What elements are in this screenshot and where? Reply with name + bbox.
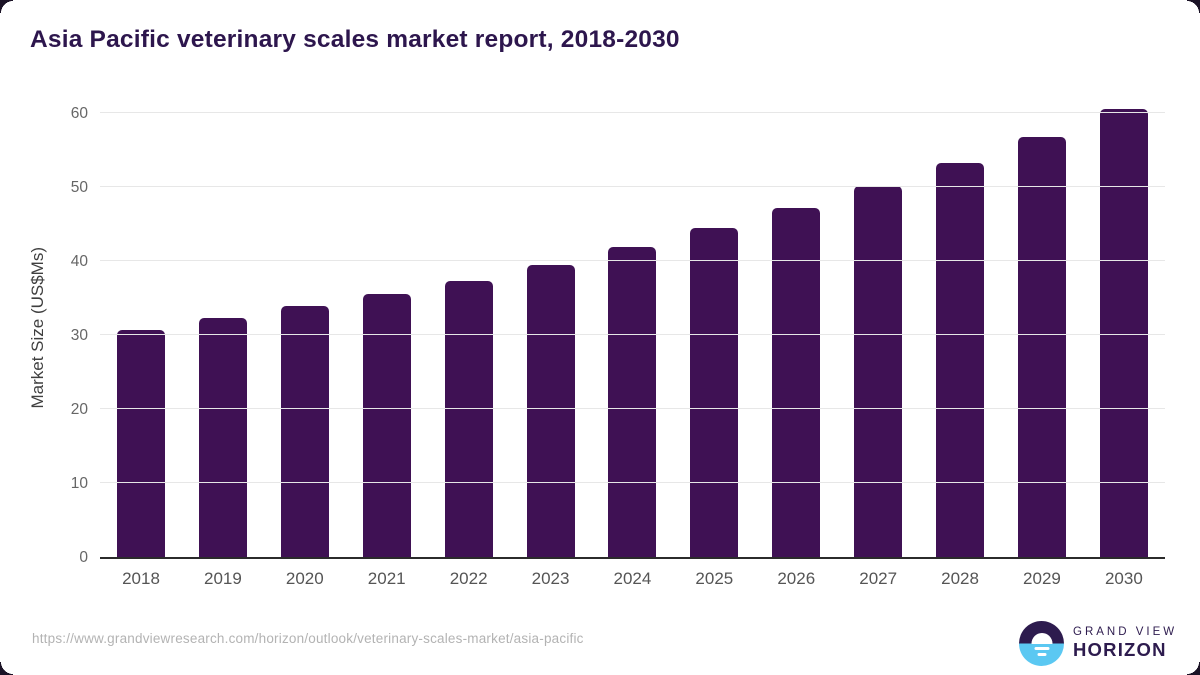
y-tick-label-40: 40 bbox=[70, 252, 88, 270]
bar-2022[interactable] bbox=[444, 280, 493, 557]
y-tick-label-60: 60 bbox=[70, 104, 88, 122]
y-tick-label-50: 50 bbox=[70, 178, 88, 196]
x-tick-label-2023: 2023 bbox=[531, 569, 570, 588]
bar-2028[interactable] bbox=[936, 162, 985, 557]
x-tick-label-2020: 2020 bbox=[285, 569, 324, 588]
x-tick-label-2024: 2024 bbox=[613, 569, 652, 588]
y-tick-label-30: 30 bbox=[70, 326, 88, 344]
bar-2029[interactable] bbox=[1017, 137, 1066, 557]
corner-artifact-top-left bbox=[0, 0, 13, 13]
logo-text: GRAND VIEW HORIZON bbox=[1073, 626, 1177, 660]
y-tick-label-20: 20 bbox=[70, 400, 88, 418]
x-tick-label-2019: 2019 bbox=[203, 569, 242, 588]
x-tick-label-2021: 2021 bbox=[367, 569, 406, 588]
source-url[interactable]: https://www.grandviewresearch.com/horizo… bbox=[32, 631, 584, 646]
horizon-sun-logo-icon bbox=[1019, 621, 1064, 666]
bar-2025[interactable] bbox=[690, 228, 739, 557]
y-tick-label-0: 0 bbox=[79, 548, 88, 566]
bar-2026[interactable] bbox=[772, 208, 821, 557]
gridline-10 bbox=[100, 482, 1165, 483]
logo-reflection-line bbox=[1037, 652, 1046, 656]
bars-container: 2018 2019 2020 2021 2022 2023 2024 2025 2026 2027… bbox=[100, 96, 1165, 588]
logo-reflection-line bbox=[1034, 646, 1049, 650]
bar-2023[interactable] bbox=[526, 265, 575, 557]
x-tick-label-2025: 2025 bbox=[695, 569, 734, 588]
x-tick-label-2029: 2029 bbox=[1023, 569, 1061, 588]
bar-group-2019: 2019 bbox=[198, 96, 247, 588]
bar-group-2024: 2024 bbox=[608, 96, 657, 588]
x-tick-label-2026: 2026 bbox=[777, 569, 816, 588]
gridline-20 bbox=[100, 408, 1165, 409]
x-tick-label-2028: 2028 bbox=[941, 569, 979, 588]
bar-2021[interactable] bbox=[362, 294, 411, 557]
gridline-60 bbox=[100, 112, 1165, 113]
bar-group-2027: 2027 bbox=[854, 96, 903, 588]
corner-artifact-bottom-left bbox=[0, 662, 13, 675]
gridline-50 bbox=[100, 186, 1165, 187]
bar-2027[interactable] bbox=[854, 186, 903, 557]
logo-sun-shape bbox=[1031, 633, 1052, 644]
bar-2019[interactable] bbox=[198, 317, 247, 557]
corner-artifact-bottom-right bbox=[1187, 662, 1200, 675]
bar-group-2026: 2026 bbox=[772, 96, 821, 588]
logo-text-grand-view: GRAND VIEW bbox=[1073, 626, 1178, 639]
plot-area: 2018 2019 2020 2021 2022 2023 2024 2025 2026 2027… bbox=[71, 96, 1165, 588]
corner-artifact-top-right bbox=[1187, 0, 1200, 13]
logo-text-horizon: HORIZON bbox=[1073, 639, 1167, 661]
x-tick-label-2027: 2027 bbox=[859, 569, 898, 588]
x-tick-label-2018: 2018 bbox=[122, 569, 160, 588]
chart-title: Asia Pacific veterinary scales market re… bbox=[30, 26, 680, 53]
bar-2018[interactable] bbox=[117, 329, 165, 557]
gridline-40 bbox=[100, 260, 1165, 261]
bar-group-2022: 2022 bbox=[444, 96, 493, 588]
x-tick-label-2030: 2030 bbox=[1104, 569, 1143, 588]
y-axis-title-wrap: Market Size (US$Ms) bbox=[22, 96, 54, 559]
y-axis-title: Market Size (US$Ms) bbox=[28, 246, 47, 409]
y-tick-label-10: 10 bbox=[70, 474, 88, 492]
bar-group-2030: 2030 bbox=[1099, 96, 1148, 588]
bar-group-2020: 2020 bbox=[280, 96, 329, 588]
bar-group-2028: 2028 bbox=[936, 96, 985, 588]
bar-group-2029: 2029 bbox=[1017, 96, 1066, 588]
bar-2020[interactable] bbox=[280, 306, 329, 557]
bar-group-2021: 2021 bbox=[362, 96, 411, 588]
bar-group-2025: 2025 bbox=[690, 96, 739, 588]
bar-group-2023: 2023 bbox=[526, 96, 575, 588]
x-tick-label-2022: 2022 bbox=[449, 569, 488, 588]
bar-group-2018: 2018 bbox=[117, 96, 165, 588]
gridline-30 bbox=[100, 334, 1165, 335]
bar-2024[interactable] bbox=[608, 246, 657, 557]
brand-logo[interactable]: GRAND VIEW HORIZON bbox=[1019, 621, 1177, 666]
